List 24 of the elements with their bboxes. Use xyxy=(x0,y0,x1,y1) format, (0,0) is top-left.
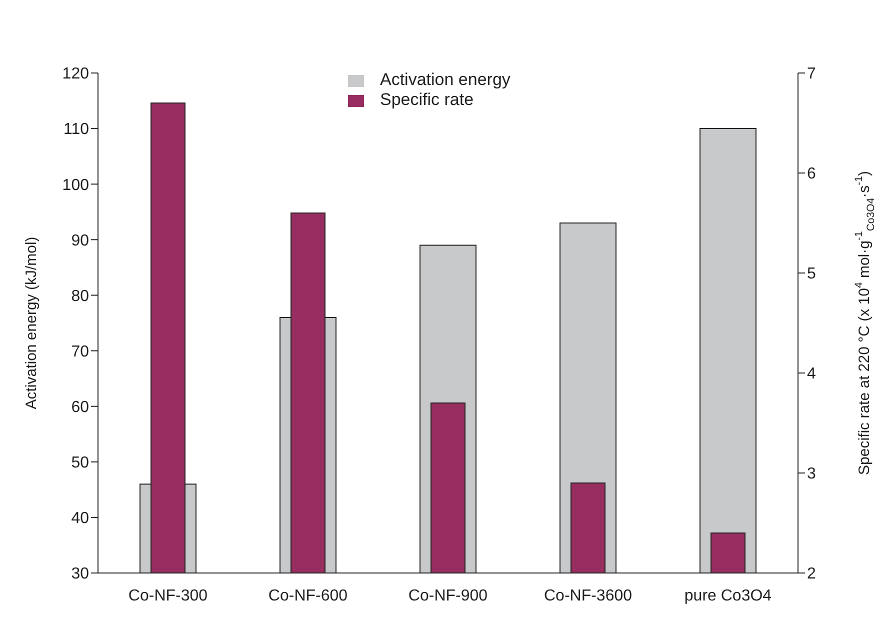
x-tick-label: Co-NF-3600 xyxy=(544,587,632,604)
legend-label: Activation energy xyxy=(380,70,510,89)
y2-tick-label: 5 xyxy=(807,266,816,283)
y-tick-label: 90 xyxy=(71,232,90,250)
y-tick-label: 120 xyxy=(62,66,90,83)
x-tick-label: pure Co3O4 xyxy=(684,587,772,604)
y-tick-label: 110 xyxy=(63,121,90,138)
y-tick-label: 30 xyxy=(71,566,90,583)
y2-tick-label: 2 xyxy=(807,566,816,583)
y2-tick-label: 7 xyxy=(807,66,816,83)
y-tick-label: 40 xyxy=(71,510,90,528)
x-tick-label: Co-NF-600 xyxy=(268,587,348,604)
y-tick-label: 100 xyxy=(62,176,90,194)
y2-tick-label: 3 xyxy=(807,466,816,483)
y-axis-title: Activation energy (kJ/mol) xyxy=(22,236,40,410)
y-tick-label: 60 xyxy=(71,399,90,416)
legend-label: Specific rate xyxy=(380,90,474,109)
y-tick-label: 50 xyxy=(71,454,90,472)
y2-tick-label: 4 xyxy=(807,366,816,383)
x-tick-label: Co-NF-300 xyxy=(128,587,208,604)
y-tick-label: 70 xyxy=(71,343,90,360)
y2-tick-label: 6 xyxy=(807,166,816,183)
x-tick-label: Co-NF-900 xyxy=(408,587,488,604)
y-tick-label: 80 xyxy=(71,288,90,305)
